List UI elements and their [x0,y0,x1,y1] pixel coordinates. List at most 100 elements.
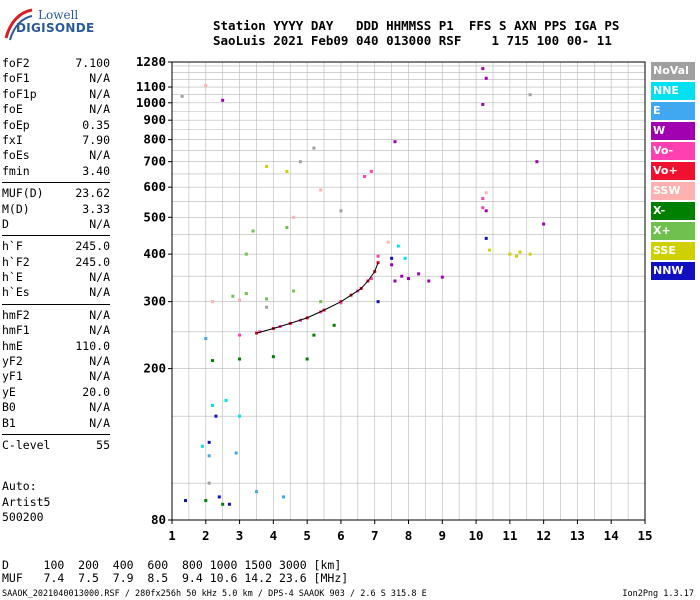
legend-item: X+ [651,222,695,240]
muf-frequency-row: MUF 7.4 7.5 7.9 8.5 9.4 10.6 14.2 23.6 [… [2,571,349,585]
parameter-value: N/A [89,285,110,300]
parameter-row: foEp 0.35 [2,118,110,133]
data-point-noval [298,160,302,164]
y-tick-label: 1100 [136,79,166,94]
parameter-row: M(D) 3.33 [2,202,110,217]
x-tick-label: 9 [439,528,447,543]
legend-item: W [651,122,695,140]
data-point-x [265,297,269,301]
data-point-nnw [214,414,218,418]
y-tick-label: 1280 [136,54,166,69]
parameter-row: h`Es N/A [2,285,110,300]
muf-distance-row: D 100 200 400 600 800 1000 1500 3000 [km… [2,558,342,572]
data-point-sse [518,250,522,254]
y-tick-label: 800 [143,132,166,147]
digisonde-logo: Lowell DIGISONDE [4,8,104,44]
parameter-row: D N/A [2,217,110,232]
parameter-row: fxI 7.90 [2,133,110,148]
parameter-label: h`F2 [2,254,30,269]
data-point-x [319,300,323,304]
header-values: SaoLuis 2021 Feb09 040 013000 RSF 1 715 … [213,33,612,48]
parameter-row: h`F2 245.0 [2,255,110,270]
parameter-value: 110.0 [75,338,110,353]
data-point-nne [396,244,400,248]
data-point-x [292,289,296,293]
parameter-label: foF2 [2,56,30,70]
parameter-label: h`E [2,270,23,285]
data-point-nne [211,404,215,407]
legend-item: NNE [651,82,695,100]
parameter-label: hmE [2,338,23,353]
data-point-x [238,357,242,361]
parameter-value: 3.40 [82,163,110,178]
file-info-footer: SAAOK_2021040013000.RSF / 280fx256h 50 k… [2,589,427,599]
parameter-label: yF2 [2,354,23,369]
separator [2,235,110,237]
data-point-x [271,355,275,359]
parameter-label: h`F [2,239,23,254]
parameter-value: N/A [89,415,110,430]
y-tick-label: 200 [143,361,166,376]
parameter-value: N/A [89,148,110,163]
parameter-label: foEp [2,117,30,132]
x-tick-label: 3 [236,528,244,543]
parameter-label: hmF2 [2,307,30,322]
legend-item: SSE [651,242,695,260]
parameter-row: foF1 N/A [2,71,110,86]
data-point-w [390,263,394,267]
data-point-w [221,98,225,102]
software-version: Ion2Png 1.3.17 [622,589,694,599]
parameter-value: 23.62 [75,186,110,201]
parameter-label: B1 [2,415,16,430]
data-point-x [332,323,336,327]
parameter-row: yE 20.0 [2,385,110,400]
data-point-w [393,279,397,283]
legend-item: NNW [651,262,695,280]
y-tick-label: 900 [143,112,166,127]
parameter-label: hmF1 [2,323,30,338]
parameter-row: foF2 7.100 [2,56,110,71]
data-point-sse [488,248,492,252]
x-tick-label: 6 [337,528,345,543]
autoscaling-info: Auto: Artist5 500200 [2,479,50,526]
parameter-value: 20.0 [82,384,110,399]
polarization-legend: NoVal NNE E W Vo- Vo+ SSW X- X+ SSE NNW [651,62,695,282]
legend-item: E [651,102,695,120]
data-point-e [254,490,258,494]
parameter-row: B1 N/A [2,416,110,431]
parameter-label: h`Es [2,285,30,300]
data-point-vo [363,175,367,178]
separator [2,182,110,184]
data-point-x [251,229,255,233]
x-tick-label: 11 [502,528,517,543]
data-point-nne [200,444,204,448]
data-point-x [305,357,309,361]
data-point-ssw [292,215,296,219]
x-tick-label: 5 [303,528,311,543]
x-tick-label: 4 [270,528,278,543]
parameter-label: D [2,216,9,231]
data-point-vo [481,206,485,210]
data-point-ssw [211,300,215,304]
parameter-label: fxI [2,132,23,147]
y-tick-label: 1000 [136,95,166,110]
data-point-x [312,333,316,337]
y-tick-label: 500 [143,209,166,224]
parameter-row: foF1p N/A [2,87,110,102]
data-point-w [481,102,485,106]
f2-trace-line [256,262,379,334]
parameter-value: 55 [96,437,110,452]
header-columns: Station YYYY DAY DDD HHMMSS P1 FFS S AXN… [213,18,620,33]
data-point-e [281,495,285,499]
parameter-value: N/A [89,71,110,86]
data-point-x [244,252,248,256]
auto-program: Artist5 [2,494,51,509]
y-tick-label: 400 [143,246,166,261]
data-point-ssw [386,240,390,244]
data-point-vo [376,254,380,258]
data-point-vo [481,197,485,201]
scaled-parameters-panel: foF2 7.100 foF1 N/A foF1p N/A foE N/A foEp 0.35 fx… [2,56,110,453]
data-point-nnw [390,256,394,260]
x-tick-label: 15 [637,528,652,543]
station-header: Station YYYY DAY DDD HHMMSS P1 FFS S AXN… [213,18,619,48]
